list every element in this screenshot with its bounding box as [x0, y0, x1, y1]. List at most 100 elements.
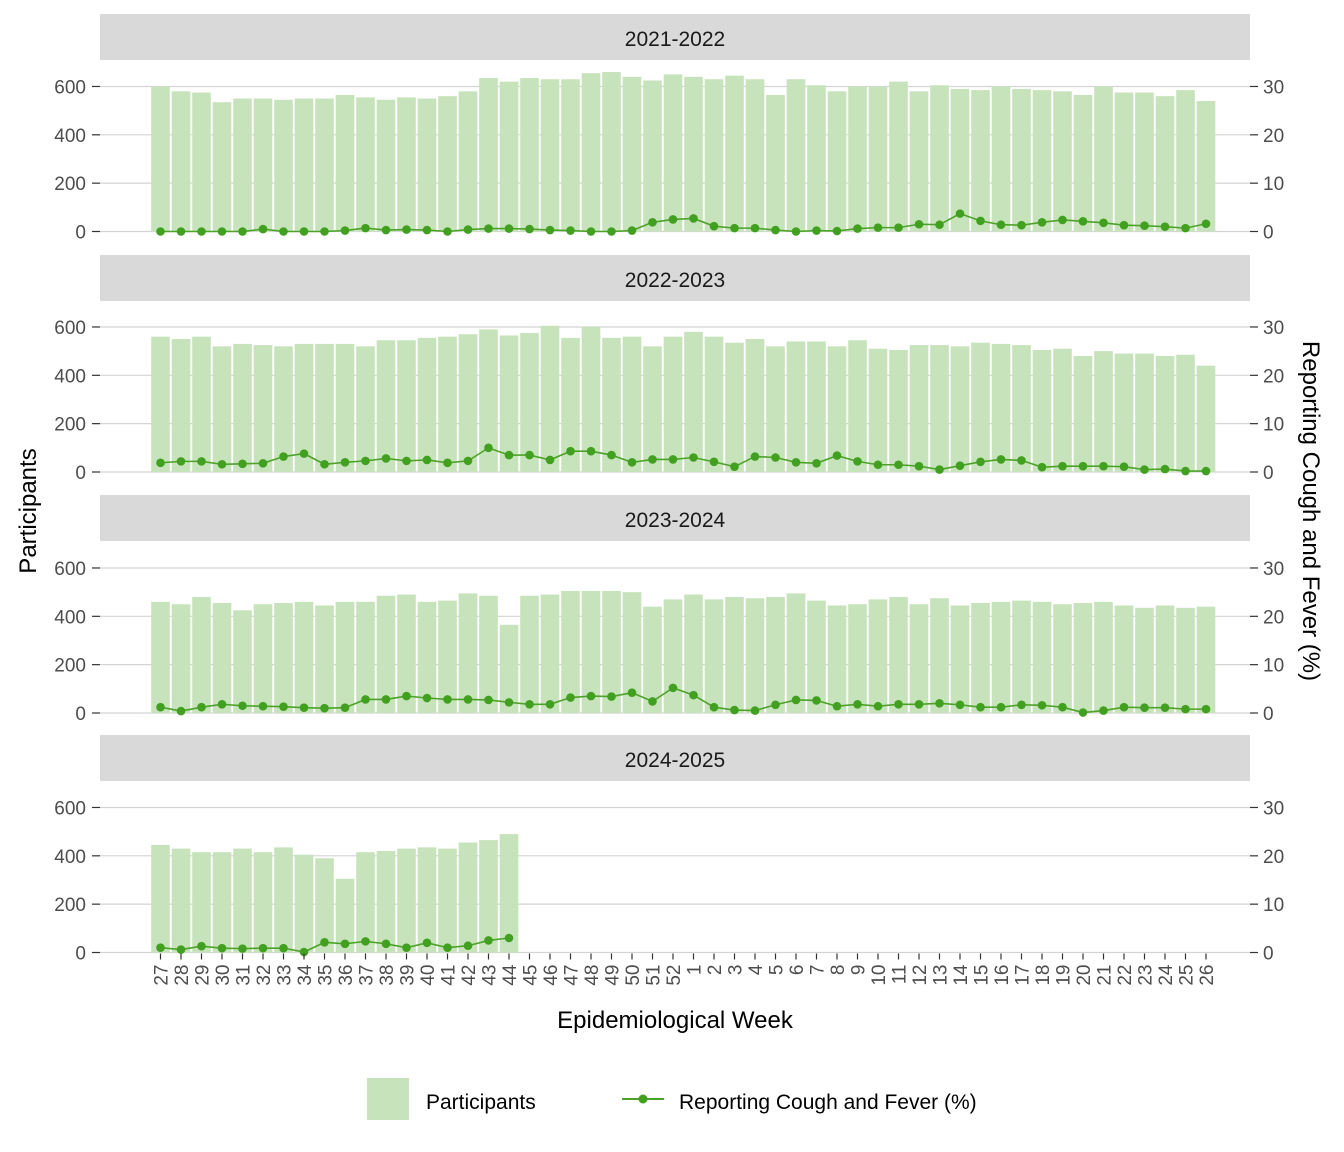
bar-participants: [294, 854, 314, 953]
y-tick-label: 0: [75, 223, 86, 244]
point-percent: [545, 699, 555, 709]
x-tick-label: 28: [172, 965, 193, 986]
point-percent: [217, 943, 227, 953]
bar-participants: [807, 600, 826, 713]
point-percent: [238, 944, 247, 953]
y2-tick-label: 10: [1263, 656, 1284, 677]
bar-participants: [335, 94, 355, 232]
y-tick-label: 0: [75, 463, 86, 484]
point-percent: [935, 465, 944, 474]
bar-participants: [725, 75, 744, 232]
point-percent: [340, 226, 350, 235]
x-tick-label: 48: [582, 965, 603, 986]
x-axis-title: Epidemiological Week: [557, 1007, 794, 1034]
legend-percent-label: Reporting Cough and Fever (%): [679, 1091, 977, 1114]
point-percent: [586, 227, 596, 236]
x-tick-label: 25: [1177, 965, 1198, 986]
point-percent: [484, 695, 493, 705]
bar-participants: [643, 80, 662, 232]
bar-participants: [561, 337, 580, 472]
y2-tick-label: 10: [1263, 415, 1284, 436]
bar-participants: [868, 86, 888, 232]
bar-participants: [397, 594, 416, 713]
x-tick-label: 35: [316, 965, 337, 986]
point-percent: [832, 701, 842, 711]
x-tick-label: 6: [787, 965, 808, 976]
point-percent: [340, 458, 350, 467]
point-percent: [648, 218, 657, 227]
bar-participants: [458, 91, 478, 232]
point-percent: [1037, 700, 1047, 710]
x-tick-label: 10: [869, 965, 890, 986]
point-percent: [238, 459, 247, 469]
point-percent: [422, 938, 432, 948]
bar-participants: [827, 91, 847, 232]
point-percent: [299, 947, 309, 957]
bar-participants: [274, 603, 293, 713]
point-percent: [443, 695, 452, 704]
point-percent: [381, 225, 391, 235]
point-percent: [156, 943, 165, 952]
bar-participants: [827, 605, 847, 713]
bar-participants: [889, 81, 908, 232]
bar-participants: [151, 86, 170, 232]
x-tick-label: 52: [664, 965, 685, 986]
bar-participants: [274, 99, 293, 232]
bar-participants: [315, 858, 334, 953]
bar-participants: [889, 349, 908, 472]
y-tick-label: 200: [54, 415, 86, 436]
bar-participants: [253, 604, 273, 713]
bar-participants: [930, 85, 949, 232]
x-tick-label: 44: [500, 964, 521, 986]
y2-tick-label: 0: [1263, 463, 1274, 484]
point-percent: [197, 227, 206, 236]
point-percent: [463, 225, 473, 234]
y-tick-label: 200: [54, 656, 86, 677]
point-percent: [1201, 466, 1211, 476]
point-percent: [156, 227, 165, 236]
legend: Participants Reporting Cough and Fever (…: [367, 1078, 977, 1120]
bar-participants: [1155, 605, 1175, 713]
y-tick-label: 400: [54, 126, 86, 147]
point-percent: [935, 220, 944, 230]
point-percent: [217, 227, 227, 236]
y-tick-label: 600: [54, 559, 86, 580]
point-percent: [791, 227, 801, 236]
point-percent: [299, 227, 309, 236]
bar-participants: [602, 337, 621, 472]
point-percent: [894, 460, 903, 470]
point-percent: [1078, 708, 1088, 717]
panel-2024-2025: 2024-2025 0 0 200 10 400 20 600 30: [54, 735, 1284, 965]
point-percent: [771, 700, 780, 710]
bar-participants: [1053, 348, 1072, 472]
point-percent: [566, 226, 575, 235]
bar-participants: [848, 604, 867, 713]
x-tick-label: 46: [541, 965, 562, 986]
x-tick-label: 36: [336, 965, 357, 986]
bar-participants: [499, 81, 519, 232]
bar-participants: [520, 333, 539, 472]
x-tick-label: 18: [1033, 965, 1054, 986]
bar-participants: [192, 92, 211, 232]
point-percent: [443, 943, 452, 952]
point-percent: [750, 223, 760, 233]
point-percent: [1099, 461, 1108, 471]
point-percent: [422, 455, 432, 465]
bar-participants: [171, 91, 191, 232]
x-tick-label: 40: [418, 965, 439, 986]
point-percent: [443, 458, 452, 468]
panel-strip: [100, 495, 1250, 541]
point-percent: [627, 688, 637, 697]
bar-participants: [192, 852, 211, 953]
point-percent: [955, 461, 965, 471]
panel-strip-label: 2022-2023: [625, 269, 725, 292]
line-percent: [160, 212, 1207, 233]
bar-participants: [1135, 353, 1154, 472]
point-percent: [1078, 461, 1088, 471]
bar-participants: [540, 79, 560, 232]
point-percent: [361, 223, 370, 233]
point-percent: [771, 225, 780, 235]
bar-participants: [335, 343, 355, 472]
bar-participants: [1155, 355, 1175, 472]
point-percent: [1181, 466, 1190, 476]
